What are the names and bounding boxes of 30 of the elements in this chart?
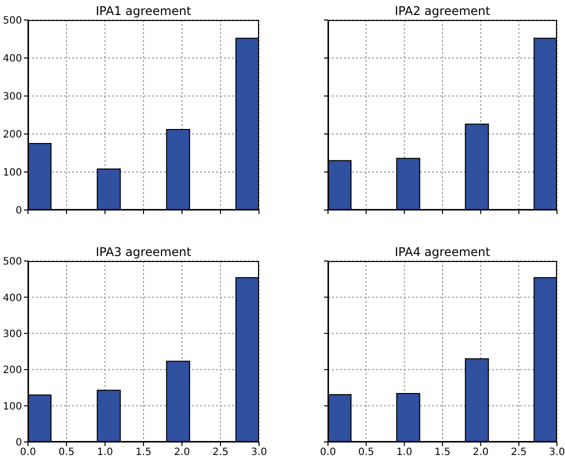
x-tick-label: 0.0 — [20, 447, 36, 458]
chart-title: IPA1 agreement — [96, 4, 192, 18]
x-tick-label: 1.5 — [136, 447, 152, 458]
x-tick-label: 0.0 — [320, 447, 336, 458]
y-tick-label: 100 — [2, 401, 22, 412]
y-tick-label: 200 — [2, 365, 22, 376]
x-tick-label: 1.0 — [97, 447, 113, 458]
y-tick-label: 100 — [2, 168, 22, 179]
y-tick-label: 400 — [2, 54, 22, 65]
x-tick-label: 2.0 — [472, 447, 489, 458]
x-tick-label: 2.5 — [212, 447, 228, 458]
x-tick-label: 1.5 — [434, 447, 450, 458]
y-tick-label: 0 — [16, 438, 22, 449]
y-tick-label: 400 — [2, 292, 22, 304]
x-tick-label: 3.0 — [251, 447, 267, 458]
y-tick-label: 500 — [2, 16, 22, 27]
x-tick-label: 2.5 — [510, 447, 527, 458]
y-tick-label: 0 — [16, 206, 22, 217]
x-tick-label: 1.0 — [396, 447, 412, 458]
y-tick-label: 300 — [2, 328, 22, 340]
y-tick-label: 200 — [2, 130, 22, 141]
chart-title: IPA3 agreement — [96, 245, 192, 259]
x-tick-label: 0.5 — [58, 447, 74, 458]
x-tick-label: 0.5 — [358, 447, 374, 458]
y-tick-label: 500 — [2, 256, 22, 268]
x-tick-label: 3.0 — [549, 447, 565, 458]
chart-title: IPA2 agreement — [394, 4, 491, 18]
x-tick-label: 2.0 — [174, 447, 190, 458]
y-tick-label: 300 — [2, 92, 22, 103]
chart-title: IPA4 agreement — [394, 245, 491, 259]
